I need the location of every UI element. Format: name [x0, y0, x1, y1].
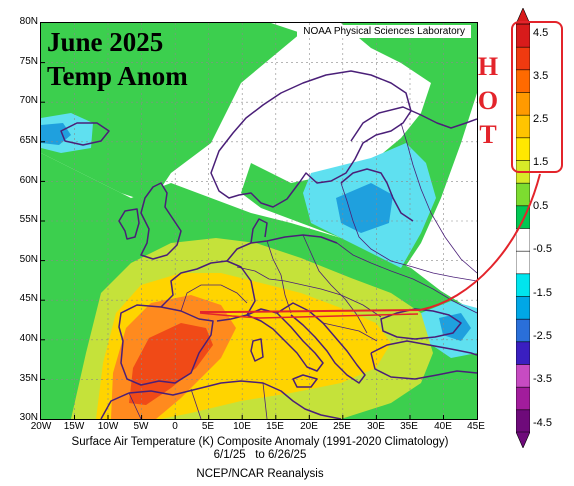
colorbar-min-arrow: [516, 431, 530, 448]
lon-tick: 40E: [434, 421, 452, 432]
colorbar-swatch: [516, 159, 530, 184]
colorbar-swatch: [516, 182, 530, 207]
headline-subject: Temp Anom: [47, 61, 188, 91]
colorbar-swatch: [516, 363, 530, 388]
colorbar-swatch: [516, 295, 530, 320]
colorbar-label: -3.5: [533, 373, 552, 385]
colorbar-label: 4.5: [533, 27, 549, 39]
hot-letter-t: T: [479, 120, 497, 149]
coast-sardinia: [250, 338, 264, 362]
lon-tick: 10E: [233, 421, 251, 432]
lat-tick: 55N: [19, 214, 38, 225]
lat-tick: 65N: [19, 135, 38, 146]
colorbar-swatch: [516, 205, 530, 229]
graticule: [41, 23, 477, 419]
colorbar-label: 3.5: [533, 70, 549, 82]
caption-variable: Surface Air Temperature (K) Composite An…: [71, 436, 449, 448]
hot-letter-h: H: [477, 52, 499, 81]
colorbar-swatch: [516, 273, 530, 297]
coast-north-africa: [100, 380, 342, 419]
anomaly-map: NOAA Physical Sciences Laboratory June 2…: [40, 22, 478, 420]
coast-iceland: [60, 122, 110, 146]
lat-tick: 30N: [19, 412, 38, 423]
lat-tick: 70N: [19, 95, 38, 106]
lon-tick: 0: [172, 421, 178, 432]
caption-dates: 6/1/25 to 6/26/25: [213, 449, 307, 461]
lon-tick: 20E: [300, 421, 318, 432]
coast-iberia: [118, 304, 214, 386]
field-hot-strong: [129, 323, 213, 405]
field-slight-warm: [41, 23, 301, 203]
lon-tick: 15W: [63, 421, 85, 432]
colorbar-swatch: [516, 227, 530, 252]
coast-ireland: [118, 208, 140, 240]
colorbar-label: -4.5: [533, 417, 552, 429]
colorbar-swatch: [516, 409, 530, 433]
headline-month: June 2025: [47, 27, 164, 57]
colorbar-label: -1.5: [533, 287, 552, 299]
colorbar-swatch: [516, 250, 530, 275]
lat-tick: 35N: [19, 373, 38, 384]
colorbar-max-arrow: [516, 8, 530, 25]
coast-britain: [140, 182, 182, 260]
lat-tick: 60N: [19, 175, 38, 186]
colorbar-swatch: [516, 91, 530, 116]
lon-tick: 45E: [467, 421, 485, 432]
caption-dataset: NCEP/NCAR Reanalysis: [196, 468, 324, 480]
lat-tick: 75N: [19, 56, 38, 67]
colorbar-label: 2.5: [533, 113, 549, 125]
lat-tick: 40N: [19, 333, 38, 344]
field-cold-west-core: [41, 123, 71, 145]
lat-tick: 45N: [19, 293, 38, 304]
frame-ticks: [41, 62, 444, 419]
colorbar-swatch: [516, 23, 530, 48]
lon-tick: 30E: [367, 421, 385, 432]
colorbar-swatch: [516, 46, 530, 71]
colorbar-swatch: [516, 341, 530, 365]
coast-turkey: [370, 340, 477, 380]
colorbar-label: 0.5: [533, 200, 549, 212]
lon-tick: 35E: [400, 421, 418, 432]
coast-sicily: [292, 374, 318, 388]
colorbar-label: 1.5: [533, 156, 549, 168]
lon-tick: 20W: [30, 421, 52, 432]
colorbar-swatch: [516, 69, 530, 93]
lon-tick: 5E: [201, 421, 215, 432]
colorbar-label: -2.5: [533, 330, 552, 342]
colorbar-swatch: [516, 386, 530, 411]
lon-tick: 5W: [133, 421, 149, 432]
colorbar-label: -0.5: [533, 243, 552, 255]
lon-tick: 25E: [333, 421, 351, 432]
lon-tick: 10W: [97, 421, 119, 432]
colorbar-swatch: [516, 137, 530, 161]
hot-letter-o: O: [477, 86, 499, 115]
lat-tick: 50N: [19, 254, 38, 265]
lat-tick: 80N: [19, 16, 38, 27]
colorbar: [516, 8, 530, 448]
colorbar-swatch: [516, 318, 530, 343]
lon-tick: 15E: [266, 421, 284, 432]
lab-credit-label: NOAA Physical Sciences Laboratory: [297, 25, 471, 38]
colorbar-swatch: [516, 114, 530, 139]
